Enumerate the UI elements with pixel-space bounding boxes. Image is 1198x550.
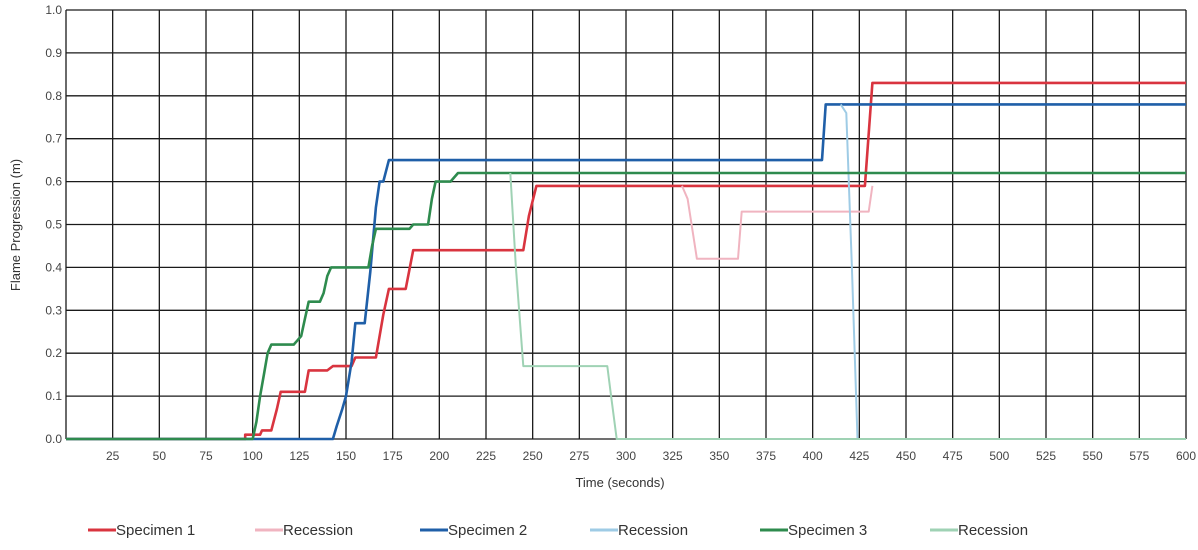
x-tick-label: 575 (1129, 449, 1149, 463)
x-tick-label: 50 (153, 449, 167, 463)
y-tick-label: 1.0 (45, 3, 62, 17)
legend-label-4: Recession (618, 522, 688, 539)
x-tick-label: 325 (663, 449, 683, 463)
x-axis-label: Time (seconds) (575, 475, 664, 490)
y-axis-ticks: 0.0 0.1 0.2 0.3 0.4 0.5 0.6 0.7 0.8 0.9 1.0 (45, 3, 62, 446)
x-tick-label: 225 (476, 449, 496, 463)
x-tick-label: 300 (616, 449, 636, 463)
x-tick-label: 500 (989, 449, 1009, 463)
x-axis-ticks: 25 50 75 100 125 150 175 200 225 250 275 300 325 350 3… (106, 449, 1196, 463)
legend-label-3: Specimen 2 (448, 522, 527, 539)
y-tick-label: 0.8 (45, 89, 62, 103)
x-tick-label: 375 (756, 449, 776, 463)
y-tick-label: 0.3 (45, 303, 62, 317)
y-axis-label: Flame Progression (m) (8, 159, 23, 291)
y-tick-label: 0.5 (45, 218, 62, 232)
y-tick-label: 0.2 (45, 346, 62, 360)
x-tick-label: 600 (1176, 449, 1196, 463)
legend-label-6: Recession (958, 522, 1028, 539)
x-tick-label: 425 (849, 449, 869, 463)
series-line-4 (839, 103, 1186, 440)
y-tick-label: 0.9 (45, 46, 62, 60)
chart-series (66, 81, 1186, 441)
y-tick-label: 0.7 (45, 132, 62, 146)
x-tick-label: 150 (336, 449, 356, 463)
x-tick-label: 175 (383, 449, 403, 463)
x-tick-label: 200 (429, 449, 449, 463)
chart-grid (65, 9, 1187, 440)
y-tick-label: 0.0 (45, 432, 62, 446)
x-tick-label: 475 (943, 449, 963, 463)
series-line-5 (66, 171, 1186, 441)
y-tick-label: 0.1 (45, 389, 62, 403)
x-tick-label: 350 (709, 449, 729, 463)
legend-label-5: Specimen 3 (788, 522, 867, 539)
y-tick-label: 0.6 (45, 175, 62, 189)
x-tick-label: 100 (243, 449, 263, 463)
y-tick-label: 0.4 (45, 260, 62, 274)
x-tick-label: 25 (106, 449, 120, 463)
legend-label-1: Specimen 1 (116, 522, 195, 539)
x-tick-label: 450 (896, 449, 916, 463)
x-tick-label: 125 (289, 449, 309, 463)
x-tick-label: 75 (199, 449, 213, 463)
x-tick-label: 250 (523, 449, 543, 463)
x-tick-label: 400 (803, 449, 823, 463)
series-line-6 (509, 172, 1186, 440)
x-tick-label: 550 (1083, 449, 1103, 463)
x-tick-label: 525 (1036, 449, 1056, 463)
series-line-3 (66, 103, 1186, 441)
chart-legend: Specimen 1 Recession Specimen 2 Recession Sp… (88, 522, 1028, 539)
legend-label-2: Recession (283, 522, 353, 539)
series-line-2 (681, 185, 874, 260)
x-tick-label: 275 (569, 449, 589, 463)
